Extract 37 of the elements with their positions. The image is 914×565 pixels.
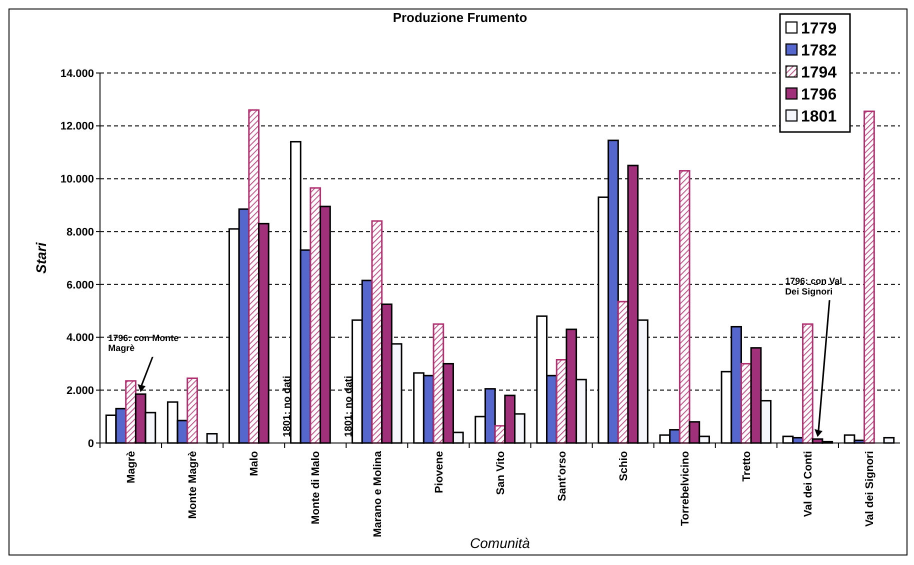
x-tick-label: Magrè <box>126 451 138 484</box>
annotation: 1796: con Val Dei Signori <box>785 276 842 296</box>
legend-label: 1779 <box>801 20 837 38</box>
y-tick-label: 2.000 <box>66 384 94 397</box>
bar <box>125 380 136 444</box>
y-tick-label: 14.000 <box>60 68 94 80</box>
x-tick-label: Marano e Molina <box>372 450 384 538</box>
x-tick-label: Val dei Conti <box>802 451 815 518</box>
y-tick-label: 4.000 <box>66 332 94 344</box>
annotation: 1801: no dati <box>344 376 354 437</box>
y-tick-label: 12.000 <box>60 120 94 133</box>
x-tick-label: Sant'orso <box>556 450 568 502</box>
y-tick-label: 0 <box>88 438 94 450</box>
chart-title: Produzione Frumento <box>392 10 528 25</box>
y-axis-title: Stari <box>33 241 49 274</box>
x-tick-label: San Vito <box>494 450 507 495</box>
legend-label: 1801 <box>801 108 837 126</box>
x-tick-label: Tretto <box>741 450 754 482</box>
legend-label: 1782 <box>801 42 837 60</box>
legend-label: 1794 <box>801 64 837 82</box>
x-tick-label: Schio <box>618 450 630 481</box>
bar <box>186 378 198 444</box>
y-tick-label: 6.000 <box>66 279 94 292</box>
bar <box>864 110 875 444</box>
legend-label: 1796 <box>801 86 837 104</box>
x-tick-label: Piovene <box>433 451 446 494</box>
x-tick-label: Torrebelvicino <box>679 450 692 526</box>
y-tick-label: 10.000 <box>60 174 94 186</box>
x-tick-label: Val dei Signori <box>864 451 876 527</box>
y-tick-label: 8.000 <box>66 226 94 238</box>
bar <box>248 109 260 444</box>
x-tick-label: Malo <box>248 450 261 476</box>
x-tick-label: Monte Magrè <box>187 451 200 519</box>
x-tick-label: Monte di Malo <box>310 450 322 524</box>
annotation: 1801: no dati <box>282 376 293 437</box>
bar <box>678 170 690 444</box>
x-axis-title: Comunità <box>470 535 530 551</box>
